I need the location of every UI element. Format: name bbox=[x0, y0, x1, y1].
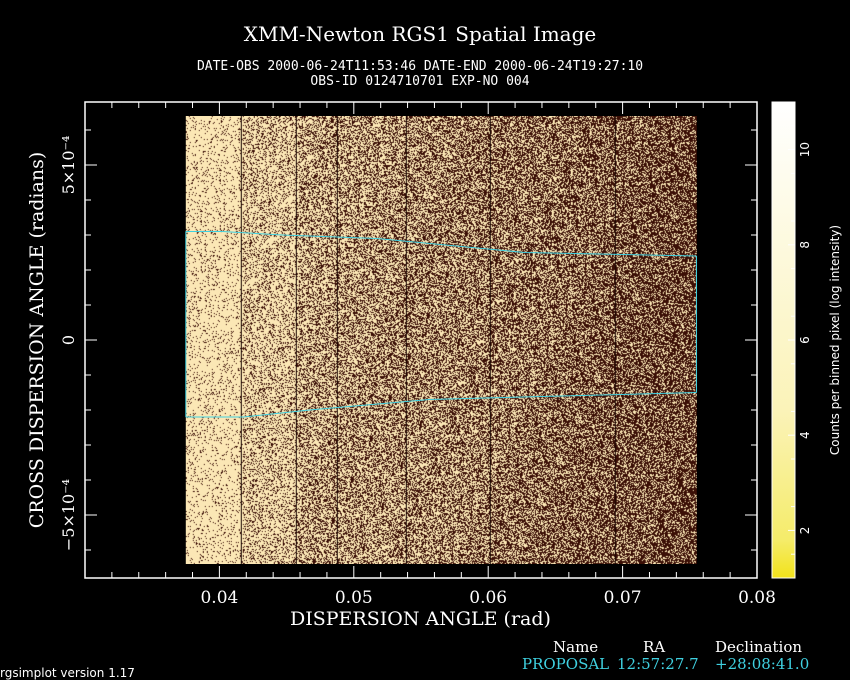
x-axis: 0.04 0.05 0.06 0.07 0.08 bbox=[111, 102, 776, 608]
y-tick-label: 0 bbox=[59, 335, 78, 345]
colorbar-ticks: 2 4 6 8 10 bbox=[788, 125, 812, 555]
x-tick-label: 0.05 bbox=[335, 588, 373, 608]
y-axis: −5×10⁻⁴ 0 5×10⁻⁴ bbox=[59, 129, 757, 551]
image-pixels bbox=[185, 116, 697, 564]
colorbar-tick-label: 6 bbox=[798, 336, 812, 344]
region-lower-edge bbox=[185, 392, 697, 418]
colorbar-label: Counts per binned pixel (log intensity) bbox=[828, 224, 842, 456]
y-tick-label: −5×10⁻⁴ bbox=[59, 479, 78, 551]
x-tick-label: 0.07 bbox=[604, 588, 642, 608]
colorbar-tick-label: 8 bbox=[798, 241, 812, 249]
colorbar-tick-label: 10 bbox=[798, 142, 812, 157]
date-range: DATE-OBS 2000-06-24T11:53:46 DATE-END 20… bbox=[196, 59, 644, 74]
source-name: PROPOSAL bbox=[522, 655, 610, 673]
x-tick-label: 0.06 bbox=[469, 588, 507, 608]
source-name-header: Name bbox=[553, 638, 599, 656]
source-ra: 12:57:27.7 bbox=[617, 655, 699, 673]
version-label: rgsimplot version 1.17 bbox=[0, 666, 135, 680]
source-dec: +28:08:41.0 bbox=[715, 655, 810, 673]
colorbar-tick-label: 2 bbox=[798, 527, 812, 535]
y-tick-label: 5×10⁻⁴ bbox=[59, 136, 78, 195]
source-dec-header: Declination bbox=[715, 638, 803, 656]
source-ra-header: RA bbox=[643, 638, 666, 656]
region-upper-edge bbox=[185, 231, 697, 257]
chart-title: XMM-Newton RGS1 Spatial Image bbox=[243, 22, 597, 46]
x-tick-label: 0.04 bbox=[200, 588, 238, 608]
colorbar-tick-label: 4 bbox=[798, 431, 812, 439]
spatial-image bbox=[185, 116, 697, 564]
x-axis-label: DISPERSION ANGLE (rad) bbox=[290, 608, 551, 630]
y-axis-label: CROSS DISPERSION ANGLE (radians) bbox=[26, 151, 48, 529]
x-tick-label: 0.08 bbox=[738, 588, 776, 608]
extraction-region bbox=[185, 231, 698, 418]
obs-id: OBS-ID 0124710701 EXP-NO 004 bbox=[310, 74, 530, 89]
